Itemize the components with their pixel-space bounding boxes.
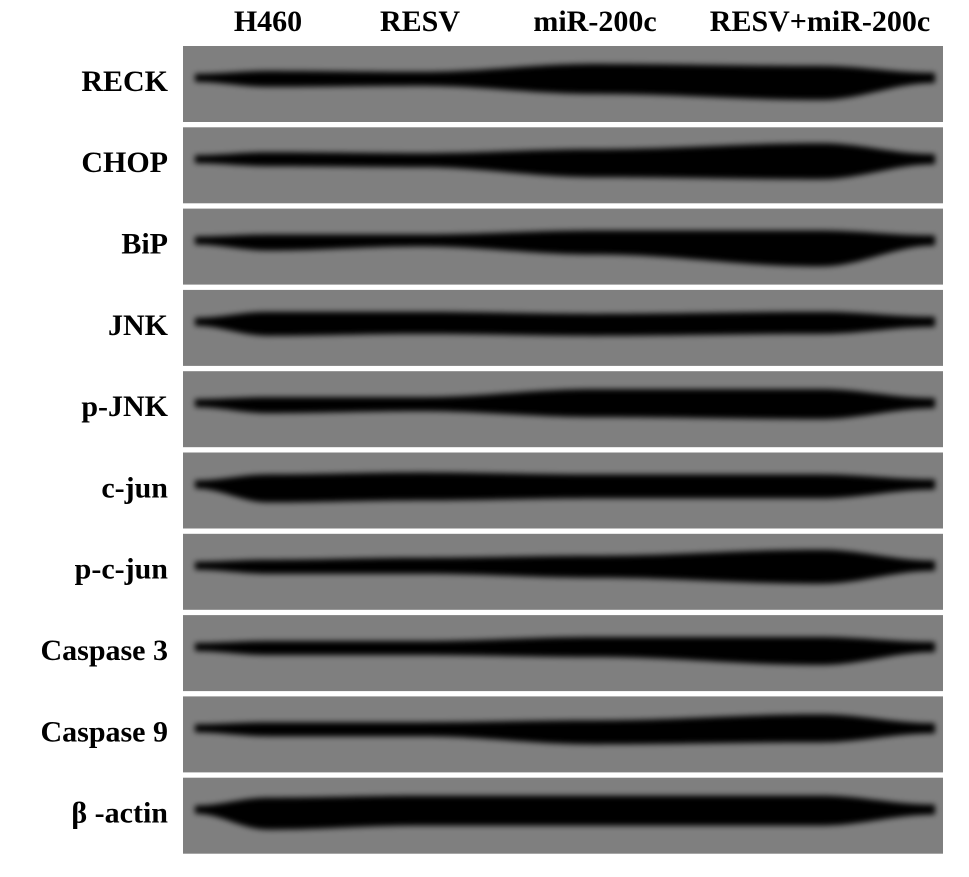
protein-label: p-c-jun bbox=[75, 553, 169, 586]
lane-label: RESV bbox=[380, 5, 460, 38]
blot-band bbox=[195, 549, 935, 584]
protein-label: RECK bbox=[81, 65, 168, 98]
blot-band bbox=[195, 389, 935, 420]
lane-label: miR-200c bbox=[533, 5, 656, 38]
blot-band bbox=[195, 230, 935, 267]
protein-label: CHOP bbox=[81, 146, 168, 179]
blot-band bbox=[195, 714, 935, 745]
blot-band bbox=[195, 311, 935, 336]
protein-label: JNK bbox=[108, 309, 169, 342]
protein-label: β -actin bbox=[71, 797, 168, 830]
lane-label: H460 bbox=[234, 5, 302, 38]
blot-band bbox=[195, 143, 935, 180]
lane-label: RESV+miR-200c bbox=[710, 5, 930, 38]
protein-label: c-jun bbox=[101, 471, 168, 504]
protein-label: Caspase 3 bbox=[40, 634, 168, 667]
protein-label: p-JNK bbox=[81, 390, 168, 423]
protein-label: Caspase 9 bbox=[40, 715, 168, 748]
blot-band bbox=[195, 637, 935, 666]
protein-label: BiP bbox=[121, 227, 168, 260]
blot-band bbox=[195, 795, 935, 830]
blot-band bbox=[195, 63, 935, 100]
blot-band bbox=[195, 472, 935, 503]
